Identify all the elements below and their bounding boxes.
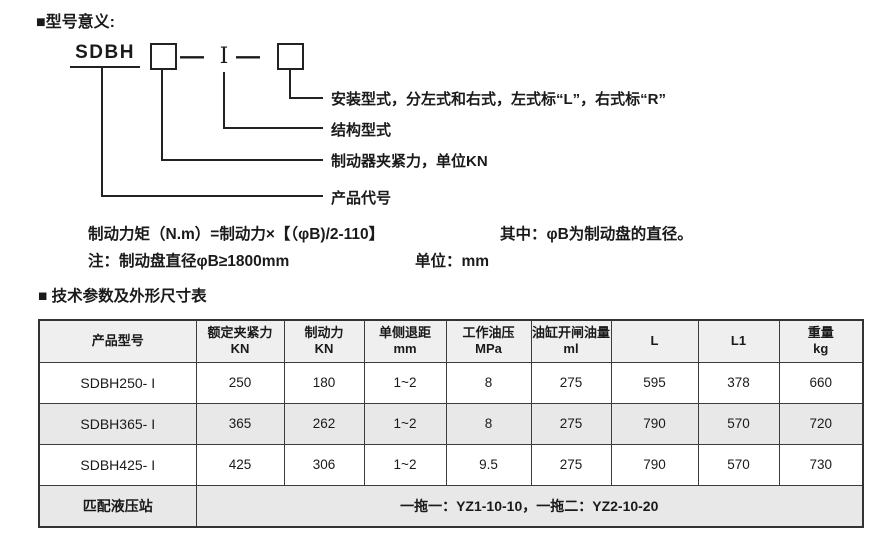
value-cell: 8	[445, 361, 532, 404]
table-row: SDBH425- I 425 306 1~2 9.5 275 790 570 7…	[38, 443, 864, 486]
value-cell: 306	[283, 443, 365, 486]
value-cell: 790	[610, 443, 699, 486]
value-cell: 425	[195, 443, 285, 486]
column-header-brake-force: 制动力 KN	[283, 319, 365, 363]
model-meaning-heading: ■型号意义:	[36, 14, 115, 31]
connector-line	[223, 127, 323, 129]
hydraulic-station-label: 匹配液压站	[38, 484, 197, 528]
dash-separator: —	[180, 43, 204, 70]
hydraulic-station-row: 匹配液压站 一拖一：YZ1-10-10，一拖二：YZ2-10-20	[38, 484, 864, 528]
value-cell: 720	[778, 402, 864, 445]
connector-line	[223, 72, 225, 129]
unit-note: 单位：mm	[415, 253, 490, 270]
column-header-model: 产品型号	[38, 319, 197, 363]
clamping-force-box	[150, 43, 177, 70]
product-code-label: 产品代号	[331, 190, 392, 207]
brake-torque-formula: 制动力矩（N.m）=制动力×【（φB)/2-110】	[88, 226, 385, 243]
column-header-weight: 重量 kg	[778, 319, 864, 363]
hydraulic-station-value: 一拖一：YZ1-10-10，一拖二：YZ2-10-20	[195, 484, 864, 528]
connector-line	[289, 70, 291, 99]
disc-diameter-note: 注：制动盘直径φB≥1800mm	[88, 253, 290, 270]
value-cell: 365	[195, 402, 285, 445]
spec-table: 产品型号 额定夹紧力 KN 制动力 KN 单侧退距 mm 工作油压 MPa 油缸开闸油量…	[38, 319, 864, 528]
structure-type-symbol: I	[219, 44, 229, 69]
value-cell: 250	[195, 361, 285, 404]
column-header-working-pressure: 工作油压 MPa	[445, 319, 532, 363]
mount-type-box	[277, 43, 304, 70]
connector-line	[289, 97, 323, 99]
value-cell: 790	[610, 402, 699, 445]
value-cell: 8	[445, 402, 532, 445]
formula-note: 其中：φB为制动盘的直径。	[500, 226, 693, 243]
value-cell: 275	[530, 402, 612, 445]
model-cell: SDBH365- I	[38, 402, 197, 445]
column-header-L: L	[610, 319, 699, 363]
model-cell: SDBH250- I	[38, 361, 197, 404]
connector-line	[161, 159, 323, 161]
connector-line	[101, 195, 323, 197]
model-prefix-underline	[70, 66, 140, 68]
table-row: SDBH365- I 365 262 1~2 8 275 790 570 720	[38, 402, 864, 445]
value-cell: 570	[697, 443, 780, 486]
value-cell: 595	[610, 361, 699, 404]
value-cell: 180	[283, 361, 365, 404]
mount-type-label: 安装型式，分左式和右式，左式标“L”，右式标“R”	[331, 91, 666, 108]
value-cell: 275	[530, 443, 612, 486]
model-cell: SDBH425- I	[38, 443, 197, 486]
value-cell: 1~2	[363, 443, 447, 486]
value-cell: 730	[778, 443, 864, 486]
value-cell: 9.5	[445, 443, 532, 486]
value-cell: 660	[778, 361, 864, 404]
connector-line	[161, 70, 163, 161]
spec-table-heading: ■ 技术参数及外形尺寸表	[38, 288, 207, 305]
table-row: SDBH250- I 250 180 1~2 8 275 595 378 660	[38, 361, 864, 404]
column-header-rated-clamp-force: 额定夹紧力 KN	[195, 319, 285, 363]
dash-separator: —	[236, 43, 260, 70]
value-cell: 378	[697, 361, 780, 404]
value-cell: 262	[283, 402, 365, 445]
connector-line	[101, 68, 103, 197]
value-cell: 1~2	[363, 361, 447, 404]
column-header-L1: L1	[697, 319, 780, 363]
column-header-cylinder-oil-volume: 油缸开闸油量 ml	[530, 319, 612, 363]
header-row: 产品型号 额定夹紧力 KN 制动力 KN 单侧退距 mm 工作油压 MPa 油缸开闸油量…	[38, 319, 864, 363]
clamping-force-label: 制动器夹紧力，单位KN	[331, 153, 488, 170]
value-cell: 1~2	[363, 402, 447, 445]
value-cell: 275	[530, 361, 612, 404]
value-cell: 570	[697, 402, 780, 445]
column-header-retract-gap: 单侧退距 mm	[363, 319, 447, 363]
structure-type-label: 结构型式	[331, 122, 392, 139]
model-prefix-text: SDBH	[75, 42, 135, 63]
